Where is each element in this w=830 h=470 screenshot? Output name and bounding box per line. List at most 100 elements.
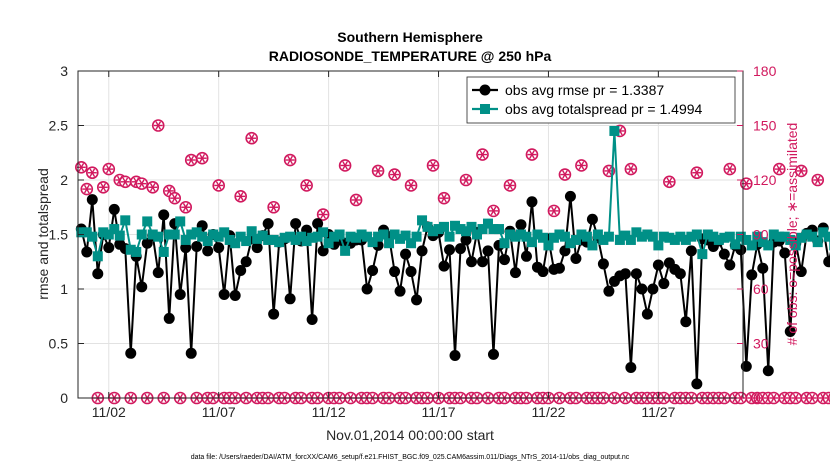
obs-assimilated-marker xyxy=(302,181,312,190)
obs-assimilated-stroke xyxy=(122,177,129,187)
rmse-point xyxy=(784,326,796,338)
rmse-point xyxy=(647,283,659,295)
totalspread-point xyxy=(598,234,609,245)
obs-assimilated-stroke xyxy=(391,170,398,179)
totalspread-point xyxy=(642,229,653,240)
obs-assimilated-stroke xyxy=(215,181,222,190)
obs-assimilated-marker xyxy=(560,170,570,179)
totalspread-point xyxy=(411,231,422,242)
obs-assimilated-stroke xyxy=(479,150,486,159)
obs-assimilated-stroke xyxy=(743,179,750,188)
rmse-point xyxy=(163,312,175,324)
obs-assimilated-marker xyxy=(406,181,416,190)
totalspread-point xyxy=(724,231,735,242)
rmse-point xyxy=(405,266,417,278)
totalspread-point xyxy=(213,231,224,242)
totalspread-point xyxy=(131,246,142,257)
obs-assimilated-stroke xyxy=(578,161,585,170)
totalspread-point xyxy=(125,244,136,255)
rmse-point xyxy=(361,283,373,295)
rmse-point xyxy=(125,347,137,359)
totalspread-point xyxy=(92,251,103,262)
obs-assimilated-marker xyxy=(214,181,224,190)
totalspread-point xyxy=(389,229,400,240)
obs-assimilated-marker xyxy=(439,193,449,203)
y-right-tick-label: 0 xyxy=(753,390,761,406)
rmse-point xyxy=(718,248,730,260)
obs-assimilated-marker xyxy=(98,183,108,192)
rmse-point xyxy=(400,248,412,260)
rmse-point xyxy=(779,247,791,259)
obs-assimilated-stroke xyxy=(138,179,145,188)
totalspread-point xyxy=(208,229,219,240)
totalspread-point xyxy=(274,237,285,248)
obs-assimilated-stroke xyxy=(776,164,783,174)
rmse-point xyxy=(564,190,576,202)
totalspread-point xyxy=(482,218,493,229)
obs-assimilated-marker xyxy=(488,206,498,216)
totalspread-point xyxy=(318,227,329,238)
totalspread-point xyxy=(675,231,686,242)
rmse-point xyxy=(685,245,697,257)
obs-assimilated-stroke xyxy=(188,155,195,165)
obs-assimilated-stroke xyxy=(408,181,414,190)
obs-assimilated-stroke xyxy=(105,164,112,174)
obs-assimilated-marker xyxy=(549,206,559,216)
totalspread-point xyxy=(340,245,351,256)
totalspread-point xyxy=(713,234,724,245)
totalspread-point xyxy=(290,234,301,245)
obs-assimilated-marker xyxy=(104,164,114,174)
totalspread-point xyxy=(455,224,466,235)
totalspread-point xyxy=(356,229,367,240)
rmse-point xyxy=(92,268,104,280)
totalspread-point xyxy=(175,216,186,227)
obs-assimilated-stroke xyxy=(463,175,469,185)
totalspread-point xyxy=(241,236,252,247)
totalspread-point xyxy=(235,231,246,242)
totalspread-point xyxy=(76,227,87,238)
y-tick-label: 3 xyxy=(60,63,68,79)
totalspread-point xyxy=(81,227,92,238)
rmse-point xyxy=(570,252,582,264)
footnote: data file: /Users/raeder/DAI/ATM_forcXX/… xyxy=(191,454,630,461)
totalspread-point xyxy=(384,238,395,249)
x-tick-label: 11/22 xyxy=(531,404,565,420)
totalspread-point xyxy=(103,229,114,240)
obs-assimilated-marker xyxy=(120,177,130,187)
totalspread-point xyxy=(153,231,164,242)
rmse-point xyxy=(191,240,203,252)
totalspread-point xyxy=(362,231,373,242)
totalspread-point xyxy=(147,229,158,240)
rmse-point xyxy=(251,242,263,254)
totalspread-point xyxy=(466,221,477,232)
totalspread-point xyxy=(109,224,120,235)
rmse-point xyxy=(218,288,230,300)
rmse-point xyxy=(262,218,274,230)
obs-assimilated-stroke xyxy=(726,164,733,174)
totalspread-point xyxy=(790,240,801,251)
chart-title: Southern Hemisphere xyxy=(337,29,483,45)
totalspread-point xyxy=(158,246,169,257)
rmse-point xyxy=(641,308,653,320)
obs-assimilated-marker xyxy=(725,164,735,174)
totalspread-point xyxy=(669,234,680,245)
totalspread-point xyxy=(307,232,318,243)
totalspread-point xyxy=(202,236,213,247)
rmse-point xyxy=(762,365,774,377)
obs-assimilated-stroke xyxy=(83,184,90,194)
obs-assimilated-stroke xyxy=(199,153,206,163)
obs-assimilated-marker xyxy=(181,203,191,212)
totalspread-point xyxy=(224,234,235,245)
obs-assimilated-marker xyxy=(390,170,400,179)
totalspread-point xyxy=(169,229,180,240)
obs-assimilated-marker xyxy=(318,210,328,219)
obs-assimilated-stroke xyxy=(430,161,436,170)
obs-assimilated-stroke xyxy=(182,203,189,212)
totalspread-point xyxy=(576,229,587,240)
rmse-point xyxy=(509,267,521,279)
totalspread-point xyxy=(246,226,257,237)
rmse-point xyxy=(526,196,538,208)
rmse-point xyxy=(394,285,406,297)
rmse-point xyxy=(482,245,494,257)
obs-assimilated-stroke xyxy=(166,186,173,196)
